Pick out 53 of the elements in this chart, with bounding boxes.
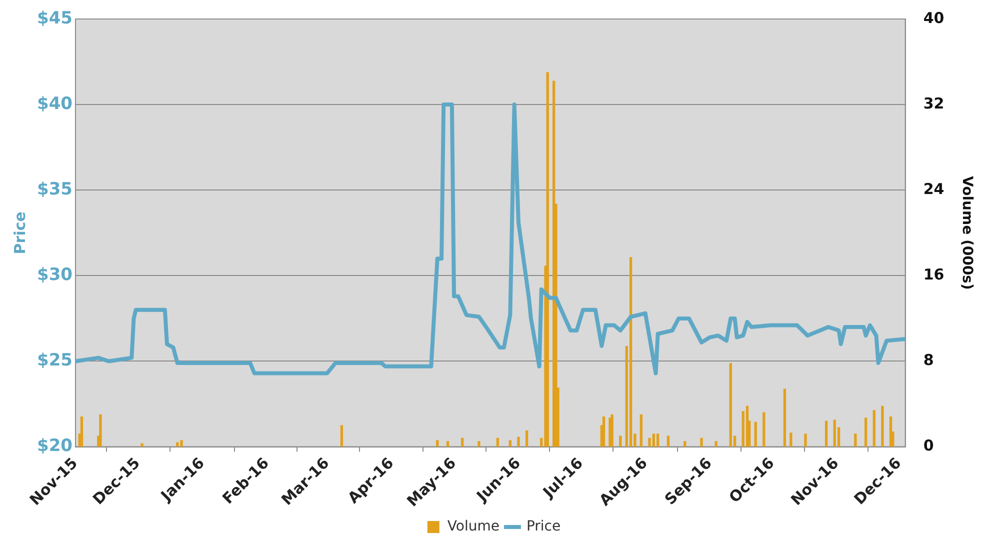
y2-tick-label: 24 <box>923 180 944 198</box>
bar <box>525 430 528 447</box>
y2-tick-label: 32 <box>923 94 944 112</box>
bar <box>140 443 144 447</box>
bar <box>652 434 655 447</box>
bar <box>666 436 670 447</box>
bar <box>180 440 183 447</box>
bar <box>546 72 549 447</box>
bar <box>640 414 643 447</box>
bar <box>610 414 614 447</box>
bar <box>762 412 766 447</box>
bar <box>881 406 884 447</box>
y-tick-label: $20 <box>36 436 73 456</box>
y-tick-label: $35 <box>36 180 72 200</box>
y-tick-label: $40 <box>36 94 73 114</box>
y-tick-label: $25 <box>36 350 72 371</box>
bar <box>648 438 651 447</box>
bar <box>729 363 732 447</box>
y2-tick-label: 16 <box>923 266 944 284</box>
bar <box>508 440 512 447</box>
bar <box>176 442 179 447</box>
bar <box>754 422 757 447</box>
y-axis-title: Price <box>10 212 29 254</box>
legend-label: Price <box>526 518 561 535</box>
bar <box>478 441 480 447</box>
bar <box>340 425 344 447</box>
bar <box>783 388 786 447</box>
bar <box>436 440 439 447</box>
bar <box>517 436 520 447</box>
y-tick-label: $45 <box>36 8 72 28</box>
bar <box>872 410 876 447</box>
bar <box>790 432 792 447</box>
bar <box>446 441 450 447</box>
bar <box>833 420 836 447</box>
bar <box>824 420 828 447</box>
bar <box>684 441 686 447</box>
bar <box>804 434 807 447</box>
y2-tick-label: 40 <box>923 8 944 27</box>
bar <box>854 434 857 447</box>
y-tick-label: $30 <box>36 265 73 286</box>
bar <box>714 441 718 447</box>
bar <box>656 434 660 447</box>
bar <box>99 414 102 447</box>
y2-axis-title: Volume (000s) <box>958 176 975 290</box>
y2-tick-label: 8 <box>923 351 934 370</box>
bar <box>864 418 868 447</box>
bar <box>80 416 84 447</box>
legend-label: Volume <box>447 518 500 535</box>
bar <box>629 257 632 447</box>
y2-tick-label: 0 <box>923 436 934 455</box>
bar <box>619 436 622 447</box>
bar <box>700 438 703 447</box>
bar <box>602 416 606 447</box>
